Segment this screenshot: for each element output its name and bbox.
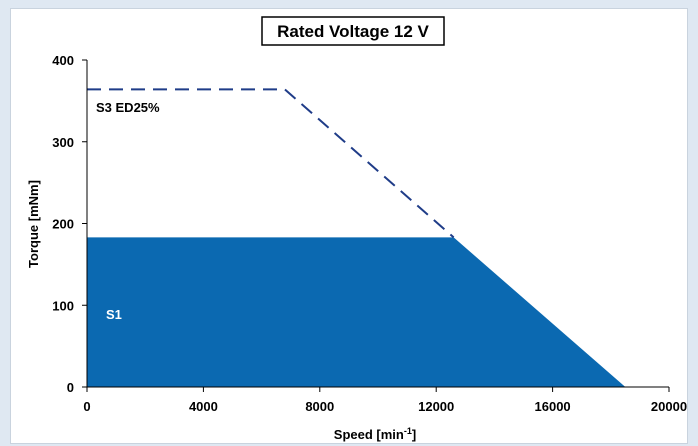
- y-tick-label: 0: [67, 380, 74, 395]
- y-tick-label: 200: [52, 217, 74, 232]
- x-tick-label: 20000: [651, 399, 687, 414]
- y-axis-label: Torque [mNm]: [26, 180, 41, 268]
- series-area-s1: [87, 237, 626, 387]
- series-label-s1: S1: [106, 307, 122, 322]
- y-tick-label: 100: [52, 298, 74, 313]
- x-tick-label: 12000: [418, 399, 454, 414]
- x-tick-label: 8000: [305, 399, 334, 414]
- y-tick-label: 400: [52, 53, 74, 68]
- x-tick-label: 0: [83, 399, 90, 414]
- chart-title-box: [261, 16, 445, 46]
- chart-title: Rated Voltage 12 V: [277, 22, 429, 41]
- x-tick-label: 16000: [535, 399, 571, 414]
- series-label-s3: S3 ED25%: [96, 100, 160, 115]
- x-axis-label: Speed [min-1]: [334, 426, 416, 442]
- y-tick-label: 300: [52, 135, 74, 150]
- x-tick-label: 4000: [189, 399, 218, 414]
